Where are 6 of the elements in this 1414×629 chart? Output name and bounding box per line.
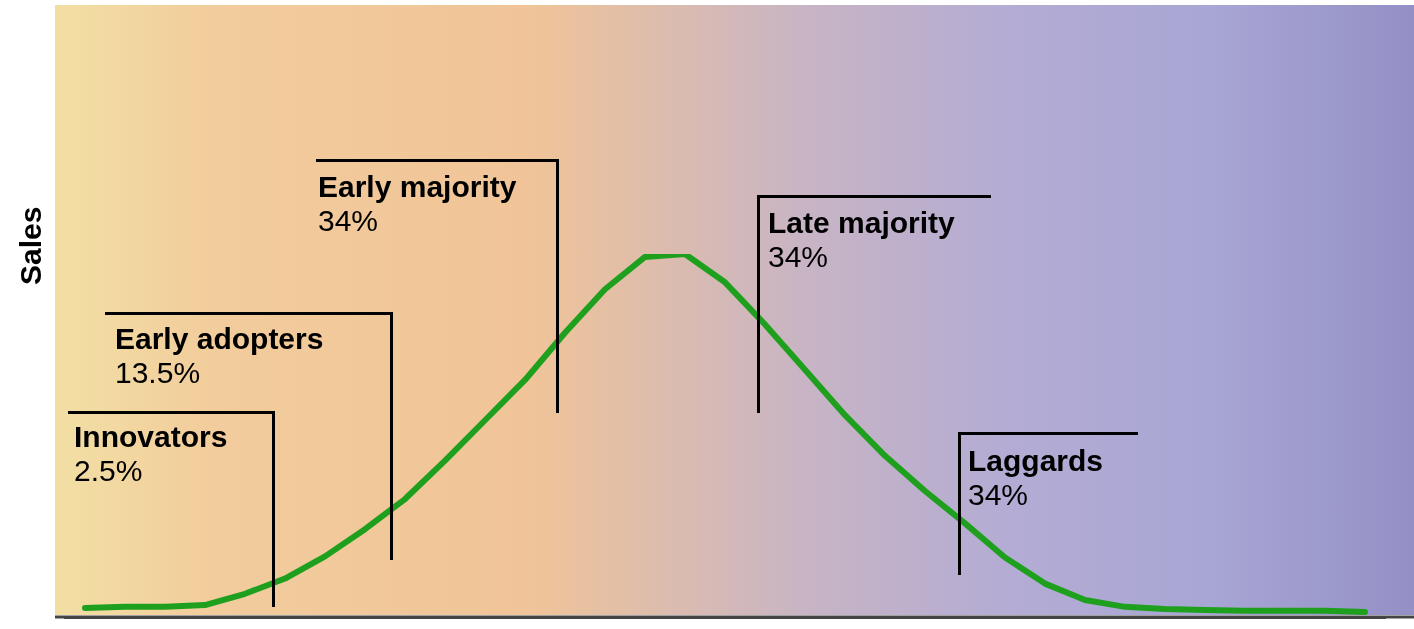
annotation: Innovators 2.5% xyxy=(74,420,229,488)
annotation: Late majority 34% xyxy=(768,206,956,274)
annotation: Early adopters 13.5% xyxy=(115,322,325,390)
annotation: Laggards 34% xyxy=(968,444,1105,512)
text: Early majority 34% xyxy=(318,170,518,238)
y-axis-title: Sales xyxy=(14,206,48,285)
